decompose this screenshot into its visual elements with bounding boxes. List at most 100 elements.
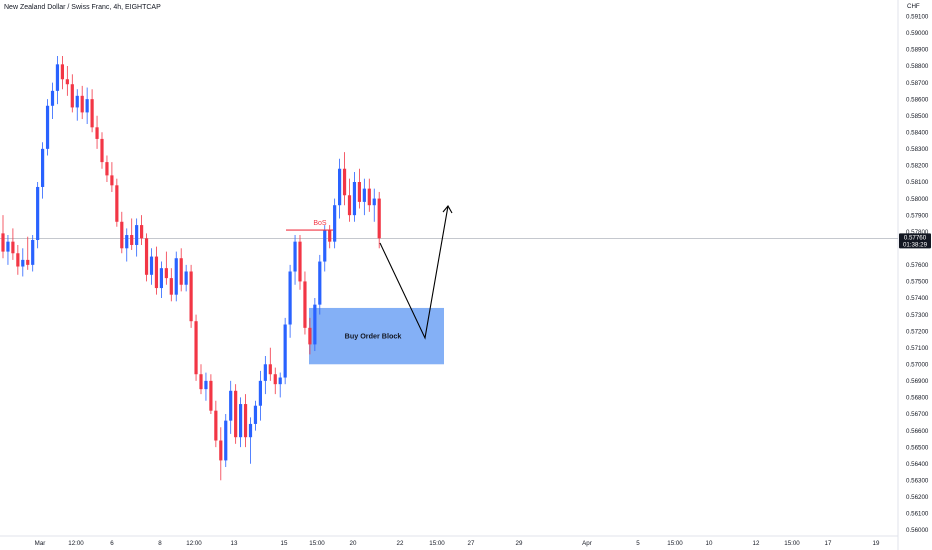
candle-body bbox=[36, 186, 40, 240]
candle[interactable] bbox=[194, 314, 198, 381]
candle[interactable] bbox=[318, 254, 322, 315]
candle[interactable] bbox=[323, 225, 327, 272]
candle[interactable] bbox=[313, 298, 317, 352]
candle[interactable] bbox=[41, 142, 45, 199]
candle[interactable] bbox=[21, 248, 25, 277]
candle[interactable] bbox=[303, 271, 307, 335]
candle[interactable] bbox=[189, 264, 193, 328]
candle[interactable] bbox=[258, 370, 262, 421]
candle-body bbox=[328, 230, 332, 242]
candle[interactable] bbox=[288, 264, 292, 338]
time-tick-label: 13 bbox=[231, 540, 238, 547]
candle[interactable] bbox=[253, 400, 258, 431]
candle[interactable] bbox=[55, 56, 60, 105]
candle[interactable] bbox=[342, 152, 347, 206]
candle[interactable] bbox=[100, 132, 104, 169]
candle[interactable] bbox=[298, 235, 302, 290]
candle[interactable] bbox=[154, 246, 159, 295]
candle[interactable] bbox=[120, 211, 124, 254]
candle[interactable] bbox=[140, 215, 144, 245]
buy-order-block-zone[interactable] bbox=[309, 307, 444, 365]
candle[interactable] bbox=[283, 317, 287, 385]
candle[interactable] bbox=[169, 268, 173, 302]
projection-path[interactable] bbox=[379, 205, 449, 340]
candle[interactable] bbox=[263, 356, 267, 395]
candle[interactable] bbox=[338, 158, 342, 219]
annotations-layer: Buy Order Block BoS bbox=[286, 205, 453, 341]
candle[interactable] bbox=[362, 178, 366, 216]
candle[interactable] bbox=[234, 384, 238, 444]
candle[interactable] bbox=[80, 85, 84, 120]
candle[interactable] bbox=[239, 397, 243, 448]
candle[interactable] bbox=[199, 364, 203, 395]
candle-body bbox=[164, 268, 168, 279]
candle[interactable] bbox=[65, 66, 69, 96]
candle[interactable] bbox=[377, 191, 381, 249]
time-tick-label: 27 bbox=[468, 540, 475, 547]
candle[interactable] bbox=[293, 235, 297, 285]
candle[interactable] bbox=[31, 235, 35, 272]
time-tick-label: 5 bbox=[636, 540, 640, 547]
candle[interactable] bbox=[105, 155, 109, 182]
candle[interactable] bbox=[219, 427, 223, 481]
candle[interactable] bbox=[179, 248, 183, 292]
candle[interactable] bbox=[95, 115, 99, 149]
candle[interactable] bbox=[357, 168, 361, 209]
candle[interactable] bbox=[229, 380, 233, 434]
candle[interactable] bbox=[164, 251, 168, 285]
time-tick-label: 17 bbox=[825, 540, 832, 547]
time-axis[interactable]: Mar 12:00 6 8 12:00 13 15 15:00 20 22 15:00 27 29 Apr… bbox=[35, 540, 880, 547]
candle[interactable] bbox=[125, 228, 129, 262]
candle[interactable] bbox=[372, 188, 376, 222]
candle[interactable] bbox=[26, 236, 30, 270]
candle-body bbox=[45, 105, 50, 149]
candle[interactable] bbox=[144, 233, 149, 282]
candle[interactable] bbox=[1, 215, 5, 259]
candle[interactable] bbox=[174, 251, 178, 302]
candle[interactable] bbox=[347, 178, 352, 222]
candle[interactable] bbox=[278, 372, 282, 398]
candle[interactable] bbox=[11, 228, 15, 260]
candle[interactable] bbox=[6, 235, 10, 265]
candle[interactable] bbox=[367, 178, 371, 212]
price-axis[interactable]: 0.59100 0.59000 0.58900 0.58800 0.58700 0.586… bbox=[899, 13, 931, 534]
candle[interactable] bbox=[308, 317, 312, 355]
candle[interactable] bbox=[159, 261, 163, 298]
candle[interactable] bbox=[45, 99, 50, 156]
candle[interactable] bbox=[85, 87, 89, 124]
price-tick-label: 0.56700 bbox=[906, 411, 929, 418]
candle[interactable] bbox=[149, 248, 154, 285]
candle[interactable] bbox=[184, 264, 188, 292]
current-price-value: 0.57760 bbox=[904, 235, 927, 242]
candle[interactable] bbox=[16, 244, 20, 275]
time-tick-label: 12:00 bbox=[186, 540, 202, 547]
candle[interactable] bbox=[70, 74, 74, 113]
candle[interactable] bbox=[110, 162, 114, 192]
candle[interactable] bbox=[135, 218, 139, 257]
candle[interactable] bbox=[248, 417, 253, 464]
candle-body bbox=[135, 225, 139, 245]
candle[interactable] bbox=[130, 218, 134, 250]
candle[interactable] bbox=[273, 367, 277, 395]
candle[interactable] bbox=[90, 89, 94, 133]
candle[interactable] bbox=[214, 400, 218, 448]
candle-body bbox=[11, 241, 15, 254]
candle[interactable] bbox=[243, 394, 248, 448]
candle[interactable] bbox=[328, 225, 332, 249]
candle-body bbox=[308, 327, 312, 345]
candle[interactable] bbox=[209, 374, 213, 414]
candle[interactable] bbox=[204, 372, 208, 401]
candle[interactable] bbox=[36, 182, 40, 249]
candle[interactable] bbox=[115, 178, 119, 227]
candle[interactable] bbox=[268, 347, 272, 381]
candle[interactable] bbox=[75, 89, 79, 121]
candle[interactable] bbox=[333, 198, 337, 249]
price-tick-label: 0.59000 bbox=[906, 30, 929, 37]
candle[interactable] bbox=[60, 56, 64, 90]
candle[interactable] bbox=[224, 414, 228, 468]
candle-body bbox=[268, 364, 272, 375]
candle[interactable] bbox=[352, 172, 357, 222]
candle[interactable] bbox=[50, 82, 55, 120]
candle-body bbox=[362, 188, 366, 202]
